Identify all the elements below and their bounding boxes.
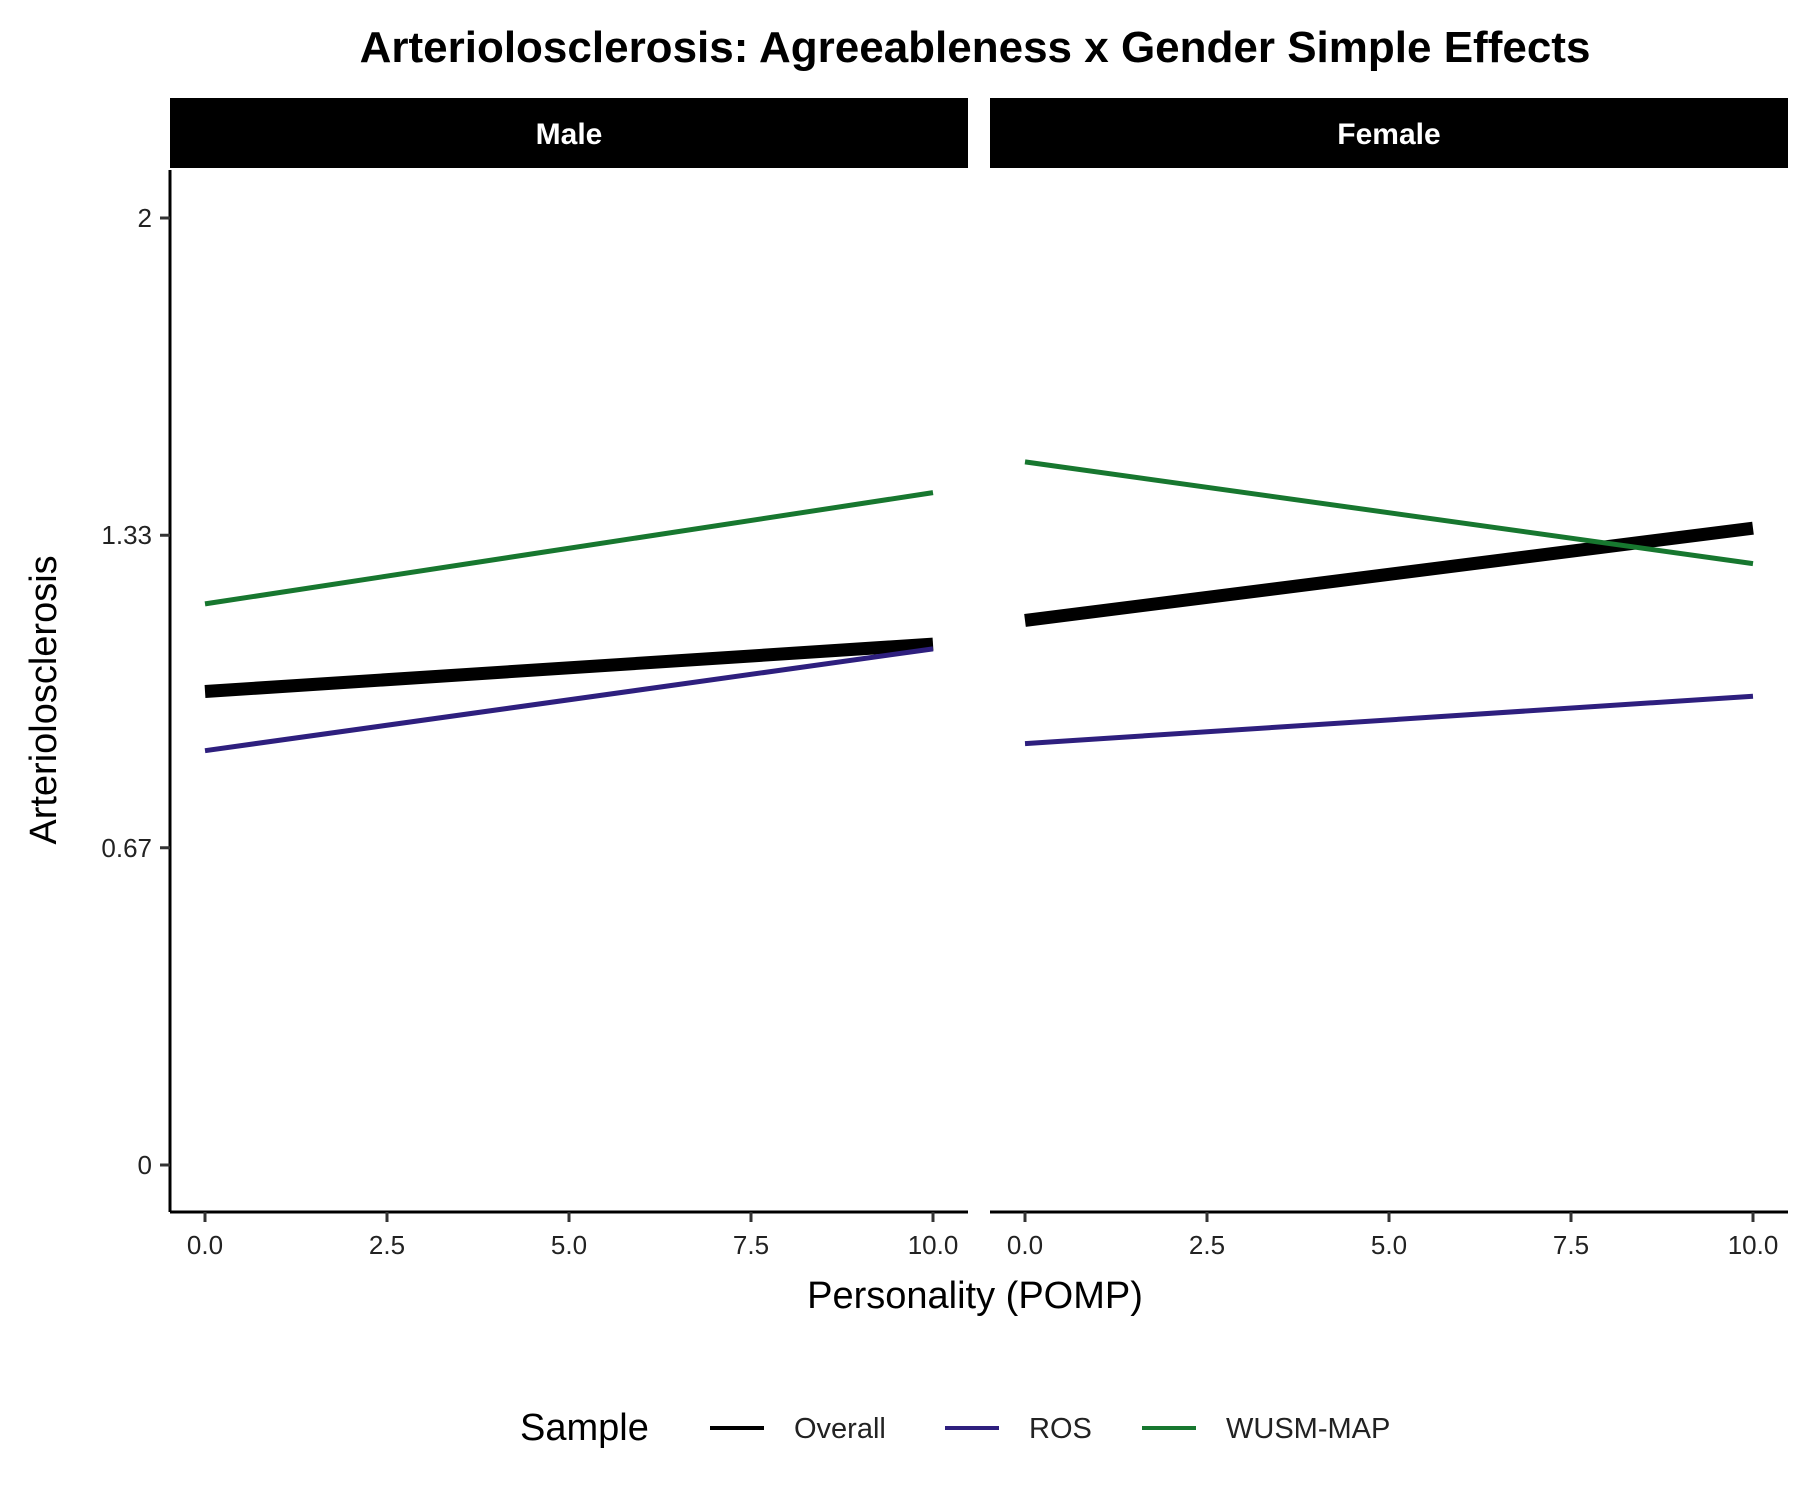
y-tick-label: 2 bbox=[138, 203, 152, 233]
x-tick-label-male: 0.0 bbox=[187, 1230, 223, 1260]
legend-label-wusm-map: WUSM-MAP bbox=[1226, 1413, 1390, 1445]
x-tick-label-male: 2.5 bbox=[369, 1230, 405, 1260]
legend-label-ros: ROS bbox=[1029, 1413, 1092, 1445]
panels-group: Male 0.0 2.5 5.0 7.5 10.0 Female 0.0 2.5 5.0 7.5 10… bbox=[170, 98, 1788, 1260]
y-axis-title: Arteriolosclerosis bbox=[23, 555, 65, 844]
strip-male bbox=[170, 98, 968, 168]
series-line-wusm-map-female bbox=[1024, 459, 1754, 567]
legend-label-overall: Overall bbox=[794, 1413, 886, 1445]
series-line-overall-female bbox=[1024, 521, 1754, 627]
chart-title: Arteriolosclerosis: Agreeableness x Gend… bbox=[360, 23, 1591, 72]
legend: Sample Overall ROS WUSM-MAP bbox=[520, 1407, 1390, 1449]
series-line-ros-female bbox=[1024, 693, 1754, 747]
x-tick-label-female: 2.5 bbox=[1189, 1230, 1225, 1260]
x-axis-title: Personality (POMP) bbox=[807, 1275, 1143, 1317]
panel-female: Female 0.0 2.5 5.0 7.5 10.0 bbox=[990, 98, 1788, 1260]
y-tick-label: 1.33 bbox=[101, 520, 152, 550]
x-tick-label-male: 10.0 bbox=[908, 1230, 959, 1260]
strip-label-male: Male bbox=[536, 118, 603, 151]
x-tick-label-male: 5.0 bbox=[551, 1230, 587, 1260]
strip-label-female: Female bbox=[1337, 118, 1440, 151]
series-line-ros-male bbox=[204, 646, 934, 754]
series-line-wusm-map-male bbox=[204, 490, 934, 607]
y-tick-label: 0.67 bbox=[101, 833, 152, 863]
x-tick-label-male: 7.5 bbox=[733, 1230, 769, 1260]
x-tick-label-female: 5.0 bbox=[1371, 1230, 1407, 1260]
y-tick-label: 0 bbox=[138, 1150, 152, 1180]
strip-female bbox=[990, 98, 1788, 168]
x-tick-label-female: 7.5 bbox=[1553, 1230, 1589, 1260]
x-tick-label-female: 10.0 bbox=[1728, 1230, 1779, 1260]
y-axis: 0 0.67 1.33 2 bbox=[101, 170, 172, 1212]
x-tick-label-female: 0.0 bbox=[1007, 1230, 1043, 1260]
panel-male: Male 0.0 2.5 5.0 7.5 10.0 bbox=[170, 98, 968, 1260]
legend-title: Sample bbox=[520, 1407, 649, 1449]
series-line-overall-male bbox=[204, 637, 934, 698]
